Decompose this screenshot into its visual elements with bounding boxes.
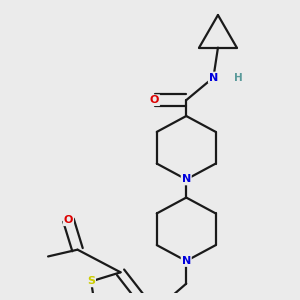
Text: O: O (64, 215, 73, 225)
Text: O: O (150, 95, 159, 105)
Text: N: N (182, 256, 191, 266)
Text: S: S (87, 276, 95, 286)
Text: H: H (234, 73, 243, 82)
Text: N: N (182, 174, 191, 184)
Text: N: N (209, 73, 218, 82)
